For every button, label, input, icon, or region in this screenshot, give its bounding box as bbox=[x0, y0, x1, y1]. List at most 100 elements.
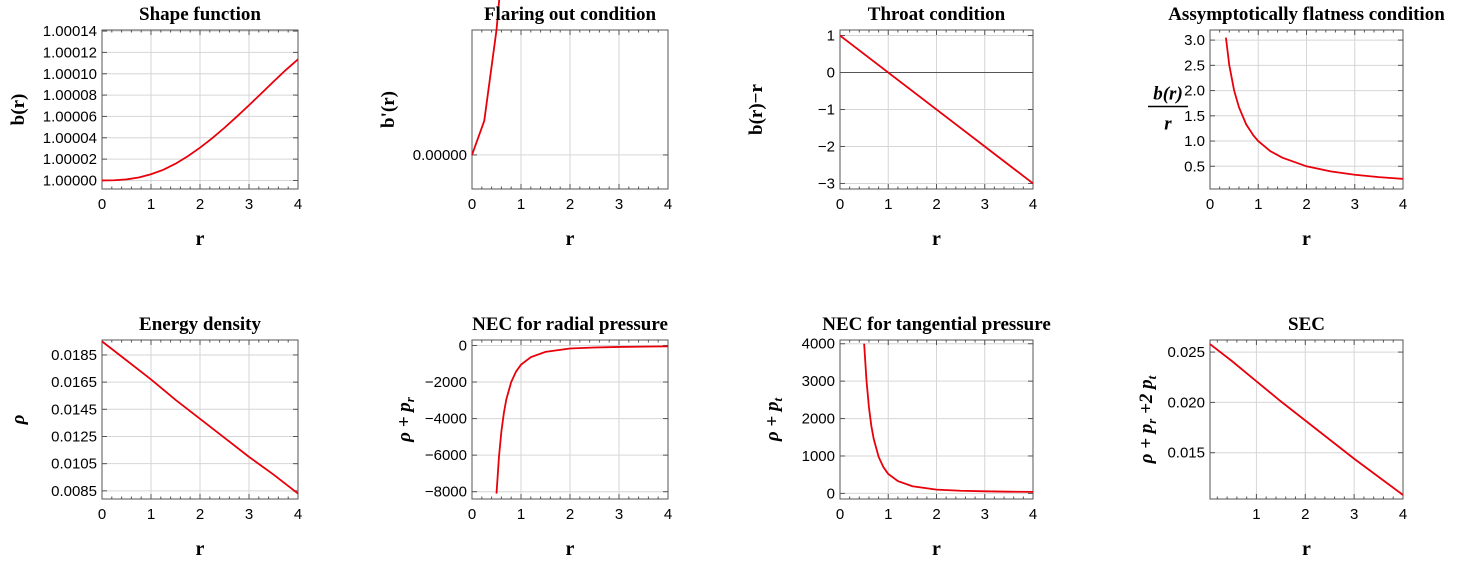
x-tick-label: 2 bbox=[1302, 196, 1310, 213]
series-line bbox=[863, 343, 1034, 493]
x-tick-label: 2 bbox=[196, 506, 204, 523]
x-tick-label: 3 bbox=[1351, 196, 1359, 213]
y-tick-label: −2 bbox=[818, 138, 835, 155]
x-tick-label: 0 bbox=[468, 196, 476, 213]
y-axis-label-main: ρ + p bbox=[762, 402, 783, 443]
y-tick-label: 2.5 bbox=[1184, 57, 1205, 74]
series-line bbox=[101, 340, 299, 495]
y-axis-label: ρ + pr bbox=[394, 396, 417, 443]
x-axis-label: r bbox=[1302, 538, 1311, 560]
chart-panel-5: 0 1 2 3 4 0 −2000 −4000 −6000 −8000 NEC for radial… bbox=[394, 314, 672, 560]
x-tick-label: 2 bbox=[196, 196, 204, 213]
x-tick-label: 3 bbox=[245, 506, 253, 523]
series-line bbox=[1209, 343, 1404, 496]
x-tick-label: 0 bbox=[98, 196, 106, 213]
x-tick-label: 0 bbox=[1206, 196, 1214, 213]
y-axis-label: b(r)−r bbox=[746, 83, 767, 134]
x-tick-label: 4 bbox=[294, 196, 302, 213]
y-tick-label: 3.0 bbox=[1184, 32, 1205, 49]
y-axis-label: ρ bbox=[8, 414, 29, 425]
x-tick-label: 4 bbox=[294, 506, 302, 523]
y-tick-label: 0.020 bbox=[1167, 394, 1205, 411]
x-axis-label: r bbox=[566, 538, 575, 560]
chart-title: Assymptotically flatness condition bbox=[1168, 4, 1445, 25]
y-tick-label: 0.015 bbox=[1167, 445, 1205, 462]
x-tick-label: 0 bbox=[98, 506, 106, 523]
x-tick-label: 4 bbox=[664, 506, 672, 523]
chart-title: Shape function bbox=[139, 4, 261, 25]
chart-title: NEC for tangential pressure bbox=[822, 314, 1051, 335]
x-tick-label: 3 bbox=[615, 506, 623, 523]
y-tick-label: −6000 bbox=[425, 447, 467, 464]
y-tick-label: 0.0185 bbox=[51, 347, 97, 364]
y-axis-label-part: ρ + p bbox=[1136, 424, 1157, 465]
y-tick-label: 0.0145 bbox=[51, 401, 97, 418]
y-axis-label: b(r) bbox=[8, 94, 29, 126]
x-axis-label: r bbox=[1302, 228, 1311, 250]
x-tick-label: 4 bbox=[1029, 196, 1037, 213]
y-tick-label: −1 bbox=[818, 102, 835, 119]
series-line bbox=[1225, 37, 1404, 180]
y-tick-label: 3000 bbox=[802, 373, 835, 390]
x-tick-label: 1 bbox=[517, 506, 525, 523]
x-tick-label: 3 bbox=[245, 196, 253, 213]
x-tick-label: 1 bbox=[517, 196, 525, 213]
y-tick-label: 0 bbox=[827, 65, 835, 82]
x-axis-label: r bbox=[196, 228, 205, 250]
y-axis-label-main: ρ + p bbox=[394, 402, 415, 443]
series-line bbox=[839, 34, 1034, 185]
x-tick-label: 4 bbox=[664, 196, 672, 213]
y-tick-label: 4000 bbox=[802, 336, 835, 353]
x-axis-label: r bbox=[932, 538, 941, 560]
x-axis-label: r bbox=[566, 228, 575, 250]
y-tick-label: 0 bbox=[827, 485, 835, 502]
y-axis-label-subscript: r bbox=[402, 396, 417, 402]
x-tick-label: 1 bbox=[1254, 196, 1262, 213]
chart-panel-3: 0 1 2 3 4 0.5 1.0 1.5 2.0 2.5 3.0 Assymptotically f… bbox=[1148, 4, 1445, 250]
x-tick-label: 0 bbox=[836, 506, 844, 523]
x-axis-label: r bbox=[196, 538, 205, 560]
series-line bbox=[495, 345, 669, 494]
y-tick-label: 1.00006 bbox=[43, 108, 97, 125]
y-tick-label: 0.0085 bbox=[51, 483, 97, 500]
y-tick-label: 1.00002 bbox=[43, 151, 97, 168]
x-tick-label: 3 bbox=[981, 506, 989, 523]
y-tick-label: 0 bbox=[459, 337, 467, 354]
y-tick-label: −2000 bbox=[425, 374, 467, 391]
y-tick-label: 2.0 bbox=[1184, 83, 1205, 100]
x-tick-label: 0 bbox=[836, 196, 844, 213]
x-tick-label: 1 bbox=[884, 506, 892, 523]
y-axis-label-denominator: r bbox=[1164, 114, 1172, 135]
y-axis-label-subscript: t bbox=[1144, 375, 1159, 379]
x-tick-label: 4 bbox=[1029, 506, 1037, 523]
y-tick-label: 1000 bbox=[802, 448, 835, 465]
x-tick-label: 1 bbox=[1252, 506, 1260, 523]
y-tick-label: 0.025 bbox=[1167, 344, 1205, 361]
x-tick-label: 2 bbox=[1301, 506, 1309, 523]
y-tick-label: 1.00008 bbox=[43, 87, 97, 104]
plot-frame bbox=[1209, 339, 1404, 500]
y-tick-label: 0.0165 bbox=[51, 374, 97, 391]
chart-title: NEC for radial pressure bbox=[472, 314, 668, 335]
x-tick-label: 2 bbox=[566, 506, 574, 523]
x-axis-label: r bbox=[932, 228, 941, 250]
chart-title: Flaring out condition bbox=[484, 4, 657, 25]
y-tick-label: 1.00010 bbox=[43, 66, 97, 83]
y-axis-label-subscript: r bbox=[1144, 418, 1159, 424]
y-tick-label: 1.00004 bbox=[43, 130, 97, 147]
chart-title: Energy density bbox=[139, 314, 261, 335]
y-tick-label: 0.00000 bbox=[413, 147, 467, 164]
chart-title: Throat condition bbox=[868, 4, 1006, 25]
x-tick-label: 1 bbox=[147, 506, 155, 523]
chart-panel-2: 0 1 2 3 4 1 0 −1 −2 −3 Throat condition r b(r)−r bbox=[746, 4, 1037, 250]
x-tick-label: 2 bbox=[932, 196, 940, 213]
y-tick-label: 1.00000 bbox=[43, 172, 97, 189]
y-tick-label: 1.00012 bbox=[43, 44, 97, 61]
y-axis-label: ρ + pt bbox=[762, 398, 785, 443]
y-axis-label-part: +2 p bbox=[1136, 379, 1157, 418]
chart-panel-1: 012340.000000.000010.000020.000030.00004… bbox=[378, 0, 672, 250]
y-axis-label-subscript: t bbox=[770, 398, 785, 402]
